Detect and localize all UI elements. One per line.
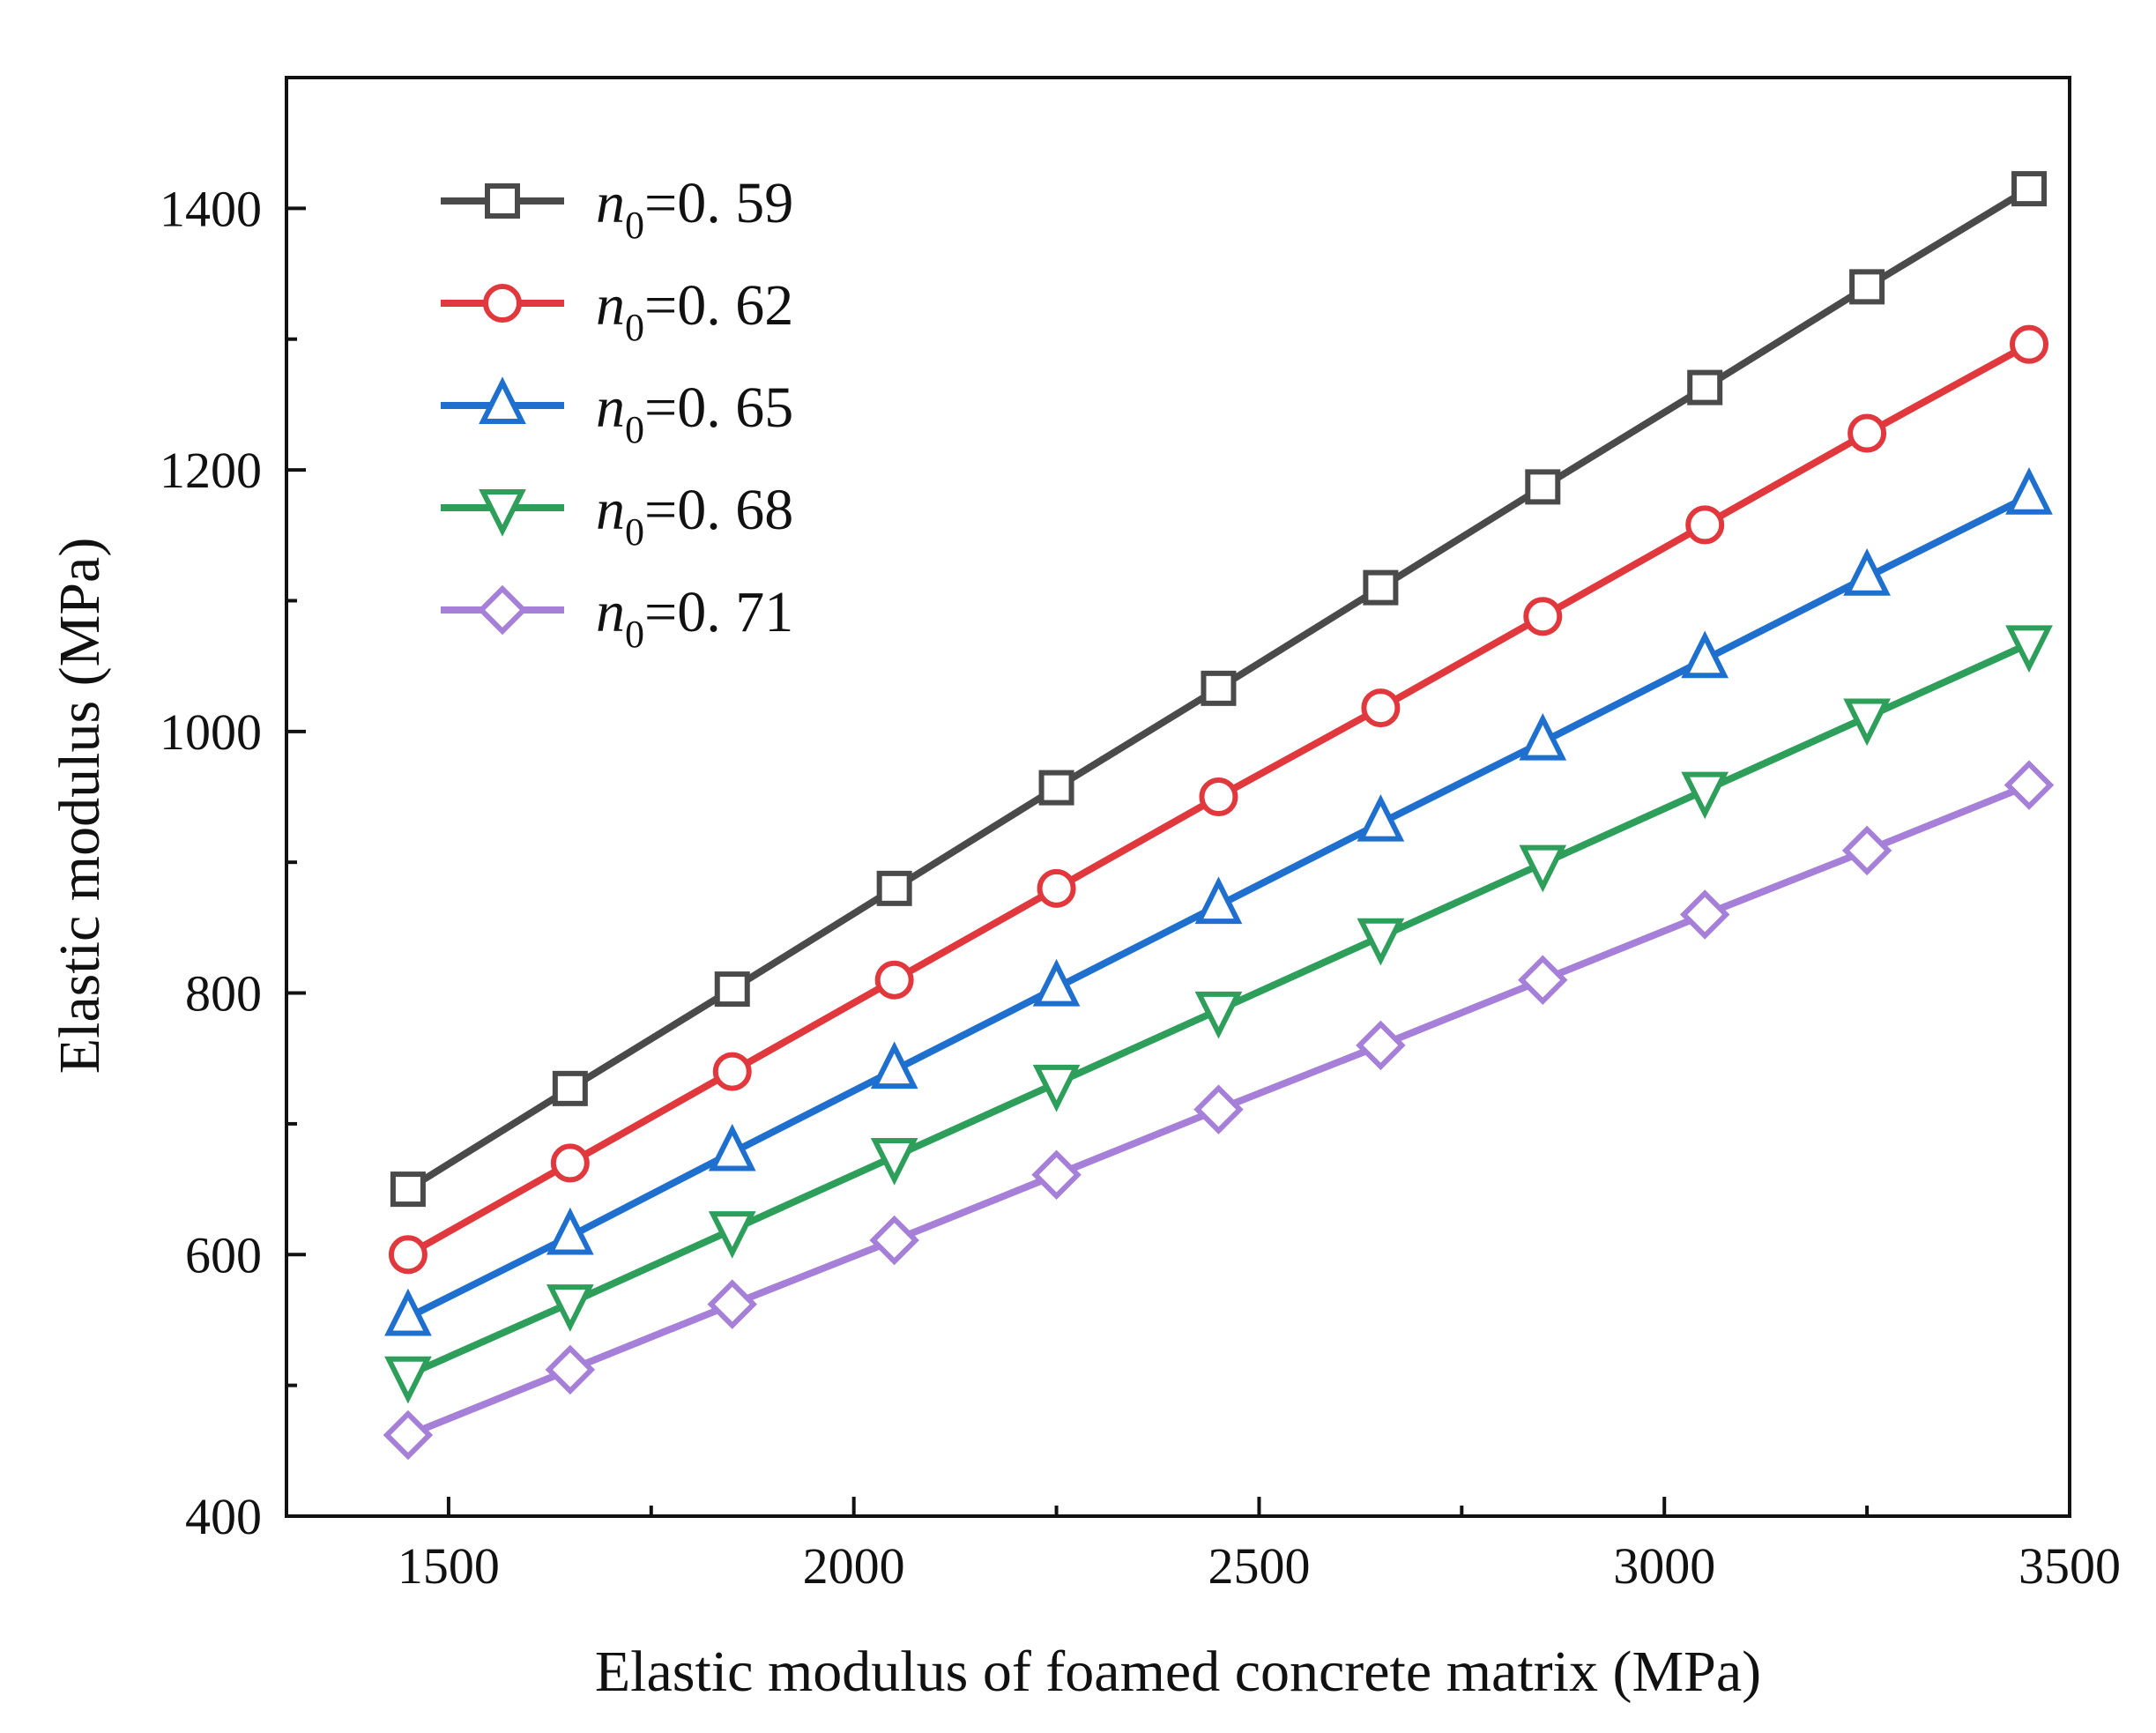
data-point <box>1843 698 1891 747</box>
data-point <box>1679 889 1730 940</box>
data-point <box>2010 324 2049 364</box>
x-tick-label: 1500 <box>398 1537 500 1595</box>
data-point <box>1356 1020 1406 1071</box>
data-point <box>1685 505 1725 545</box>
data-point <box>1032 1064 1081 1112</box>
legend-marker <box>483 284 522 323</box>
plot-border <box>285 76 2071 1518</box>
data-point <box>1193 1084 1244 1134</box>
data-point <box>1518 955 1568 1005</box>
data-point <box>1519 844 1567 893</box>
data-point <box>1038 770 1074 806</box>
x-tick-label: 2500 <box>1208 1537 1310 1595</box>
data-point <box>1687 369 1723 405</box>
data-point <box>1363 569 1399 606</box>
data-point <box>2005 625 2053 673</box>
y-tick-label: 600 <box>185 1226 262 1283</box>
data-point <box>2005 467 2053 515</box>
data-point <box>1357 793 1405 842</box>
x-tick-label: 3000 <box>1613 1537 1715 1595</box>
x-tick-label: 3500 <box>2018 1537 2121 1595</box>
data-point <box>1841 825 1892 876</box>
data-point <box>1194 876 1243 925</box>
y-tick-label: 1400 <box>160 180 262 237</box>
data-point <box>870 1138 918 1186</box>
data-point <box>714 971 750 1008</box>
legend-marker <box>485 183 520 219</box>
series-5 <box>383 760 2055 1461</box>
legend-item: n0=0. 59 <box>441 171 793 247</box>
data-point <box>384 1356 432 1404</box>
data-point <box>712 1052 752 1091</box>
series-2 <box>388 324 2049 1275</box>
data-point <box>388 1235 427 1275</box>
legend-label: n0=0. 59 <box>596 171 793 247</box>
data-point <box>707 1279 757 1329</box>
data-point <box>1519 712 1567 761</box>
legend-item: n0=0. 65 <box>441 376 793 451</box>
data-point <box>1361 688 1401 728</box>
data-series <box>383 171 2055 1461</box>
data-point <box>1199 777 1238 816</box>
legend-label: n0=0. 65 <box>596 376 793 451</box>
plot-frame <box>285 76 2071 1518</box>
data-point <box>1031 1149 1082 1201</box>
data-point <box>384 1288 432 1336</box>
data-point <box>1032 958 1081 1007</box>
data-point <box>1681 630 1729 679</box>
data-point <box>390 1171 426 1208</box>
y-axis-title: Elastic modulus (MPa) <box>48 538 112 1075</box>
data-point <box>1849 269 1885 305</box>
legend-item: n0=0. 62 <box>441 273 793 349</box>
legend-item: n0=0. 68 <box>441 478 793 554</box>
legend-marker <box>479 376 526 424</box>
data-point <box>545 1344 596 1395</box>
series-1 <box>390 171 2048 1208</box>
data-point <box>383 1409 434 1461</box>
data-point <box>1357 918 1405 966</box>
y-tick-label: 800 <box>185 965 262 1023</box>
data-point <box>874 960 914 1000</box>
data-point <box>2004 760 2055 810</box>
legend-item: n0=0. 71 <box>441 580 793 656</box>
data-point <box>1194 991 1243 1039</box>
data-point <box>869 1215 919 1266</box>
legend-label: n0=0. 62 <box>596 273 793 349</box>
data-point <box>708 1211 756 1259</box>
data-point <box>546 1207 594 1255</box>
data-point <box>1843 548 1891 596</box>
legend-label: n0=0. 71 <box>596 580 793 656</box>
legend-marker <box>477 584 528 636</box>
data-point <box>1523 597 1563 636</box>
data-point <box>546 1284 594 1332</box>
legend-label: n0=0. 68 <box>596 478 793 554</box>
series-3 <box>384 467 2053 1336</box>
data-point <box>708 1123 756 1171</box>
data-point <box>870 1041 918 1090</box>
data-point <box>1525 469 1561 505</box>
axis-ticks: 1500 2000 2500 3000 3500 400 600 800 1000 1200 140… <box>160 76 2121 1595</box>
series-4 <box>384 625 2053 1404</box>
x-axis-title: Elastic modulus of foamed concrete matri… <box>595 1640 1761 1704</box>
data-point <box>1201 670 1237 706</box>
x-tick-label: 2000 <box>803 1537 905 1595</box>
data-point <box>1847 413 1887 453</box>
y-tick-label: 400 <box>185 1488 262 1545</box>
y-tick-label: 1200 <box>160 442 262 499</box>
data-point <box>550 1143 590 1183</box>
data-point <box>552 1070 588 1106</box>
data-point <box>1037 868 1076 908</box>
data-point <box>876 870 912 906</box>
legend: n0=0. 59 n0=0. 62 n0=0. 65 n0=0. 68 n0=0. 71 <box>441 171 793 656</box>
legend-marker <box>479 489 526 537</box>
y-tick-label: 1000 <box>160 703 262 761</box>
data-point <box>1681 771 1729 820</box>
data-point <box>2011 171 2048 207</box>
